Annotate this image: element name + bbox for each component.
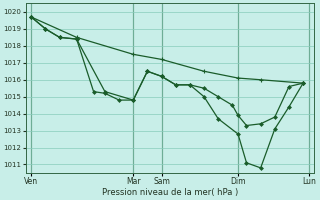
X-axis label: Pression niveau de la mer( hPa ): Pression niveau de la mer( hPa )	[102, 188, 238, 197]
